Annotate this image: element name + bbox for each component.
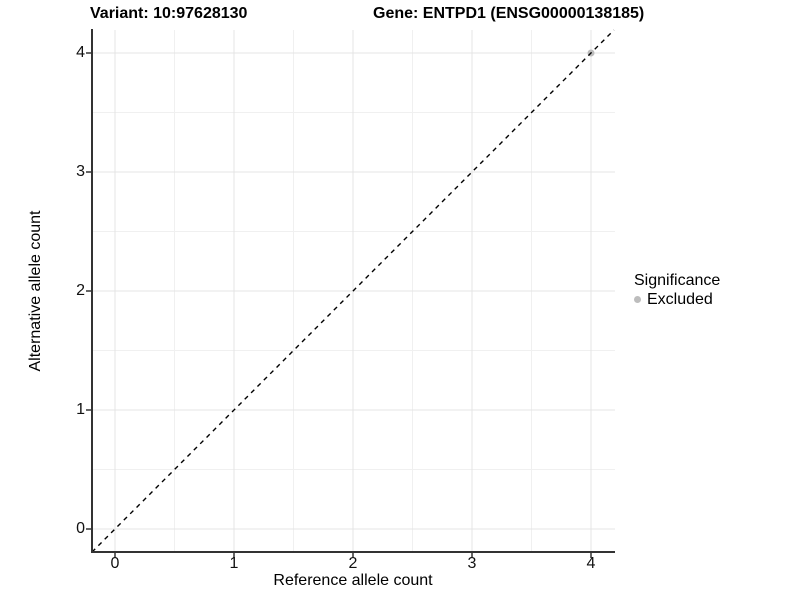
y-tick-label-4: 4 bbox=[76, 44, 85, 61]
x-axis-ticks bbox=[114, 553, 592, 558]
legend-item-label: Excluded bbox=[647, 290, 713, 308]
legend-item-excluded: Excluded bbox=[634, 290, 720, 309]
y-axis-title: Alternative allele count bbox=[27, 210, 44, 372]
x-tick-label-1: 1 bbox=[229, 555, 239, 572]
gene-title: Gene: ENTPD1 (ENSG00000138185) bbox=[373, 5, 645, 22]
excluded-point-icon bbox=[634, 296, 641, 303]
y-tick-label-0: 0 bbox=[76, 520, 85, 537]
x-axis-title: Reference allele count bbox=[273, 572, 433, 589]
x-tick-label-0: 0 bbox=[110, 555, 120, 572]
legend: Significance Excluded bbox=[634, 271, 720, 309]
variant-title: Variant: 10:97628130 bbox=[90, 5, 248, 22]
y-tick-label-3: 3 bbox=[76, 163, 85, 180]
identity-line bbox=[91, 29, 615, 553]
y-axis-ticks bbox=[86, 52, 91, 530]
x-tick-label-3: 3 bbox=[467, 555, 477, 572]
y-tick-label-1: 1 bbox=[76, 401, 85, 418]
legend-title: Significance bbox=[634, 272, 721, 289]
y-tick-label-2: 2 bbox=[76, 282, 85, 299]
x-tick-label-2: 2 bbox=[348, 555, 358, 572]
x-tick-label-4: 4 bbox=[586, 555, 596, 572]
